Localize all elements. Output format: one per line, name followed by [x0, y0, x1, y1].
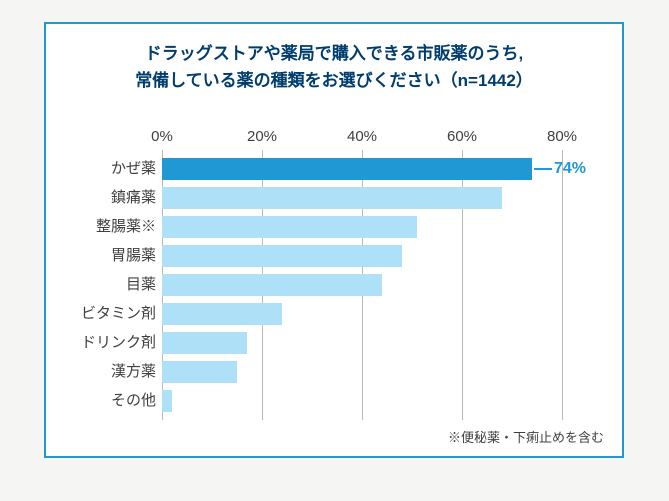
footnote: ※便秘薬・下痢止めを含む	[448, 427, 604, 446]
title-line-1: ドラッグストアや薬局で購入できる市販薬のうち,	[46, 40, 622, 67]
bar	[162, 187, 502, 209]
category-label: 漢方薬	[46, 361, 156, 383]
bar	[162, 245, 402, 267]
bar-row: 目薬	[162, 274, 562, 296]
bar-row: ドリンク剤	[162, 332, 562, 354]
category-label: その他	[46, 390, 156, 412]
bar-row: ビタミン剤	[162, 303, 562, 325]
bar-row: その他	[162, 390, 562, 412]
category-label: ビタミン剤	[46, 303, 156, 325]
category-label: 胃腸薬	[46, 245, 156, 267]
bar-row: 胃腸薬	[162, 245, 562, 267]
chart-title: ドラッグストアや薬局で購入できる市販薬のうち, 常備している薬の種類をお選びくだ…	[46, 40, 622, 94]
value-tick	[534, 168, 552, 170]
category-label: ドリンク剤	[46, 332, 156, 354]
x-axis-tick-label: 80%	[547, 128, 577, 145]
category-label: 鎮痛薬	[46, 187, 156, 209]
bar	[162, 274, 382, 296]
bar-row: かぜ薬74%	[162, 158, 562, 180]
chart-area: 0%20%40%60%80% かぜ薬74%鎮痛薬整腸薬※胃腸薬目薬ビタミン剤ドリ…	[46, 120, 622, 420]
bar	[162, 216, 417, 238]
chart-card: ドラッグストアや薬局で購入できる市販薬のうち, 常備している薬の種類をお選びくだ…	[44, 22, 624, 458]
bar-row: 整腸薬※	[162, 216, 562, 238]
bar	[162, 332, 247, 354]
title-line-2: 常備している薬の種類をお選びください（n=1442）	[46, 67, 622, 94]
bar-row: 漢方薬	[162, 361, 562, 383]
bar	[162, 303, 282, 325]
gridline	[562, 150, 563, 420]
plot-area: 0%20%40%60%80% かぜ薬74%鎮痛薬整腸薬※胃腸薬目薬ビタミン剤ドリ…	[162, 150, 562, 420]
category-label: 整腸薬※	[46, 216, 156, 238]
category-label: 目薬	[46, 274, 156, 296]
bar	[162, 361, 237, 383]
category-label: かぜ薬	[46, 158, 156, 180]
x-axis-tick-label: 20%	[247, 128, 277, 145]
x-axis-tick-label: 0%	[151, 128, 173, 145]
bar	[162, 158, 532, 180]
value-label: 74%	[554, 158, 586, 180]
bar-row: 鎮痛薬	[162, 187, 562, 209]
x-axis-tick-label: 40%	[347, 128, 377, 145]
x-axis-tick-label: 60%	[447, 128, 477, 145]
bar	[162, 390, 172, 412]
